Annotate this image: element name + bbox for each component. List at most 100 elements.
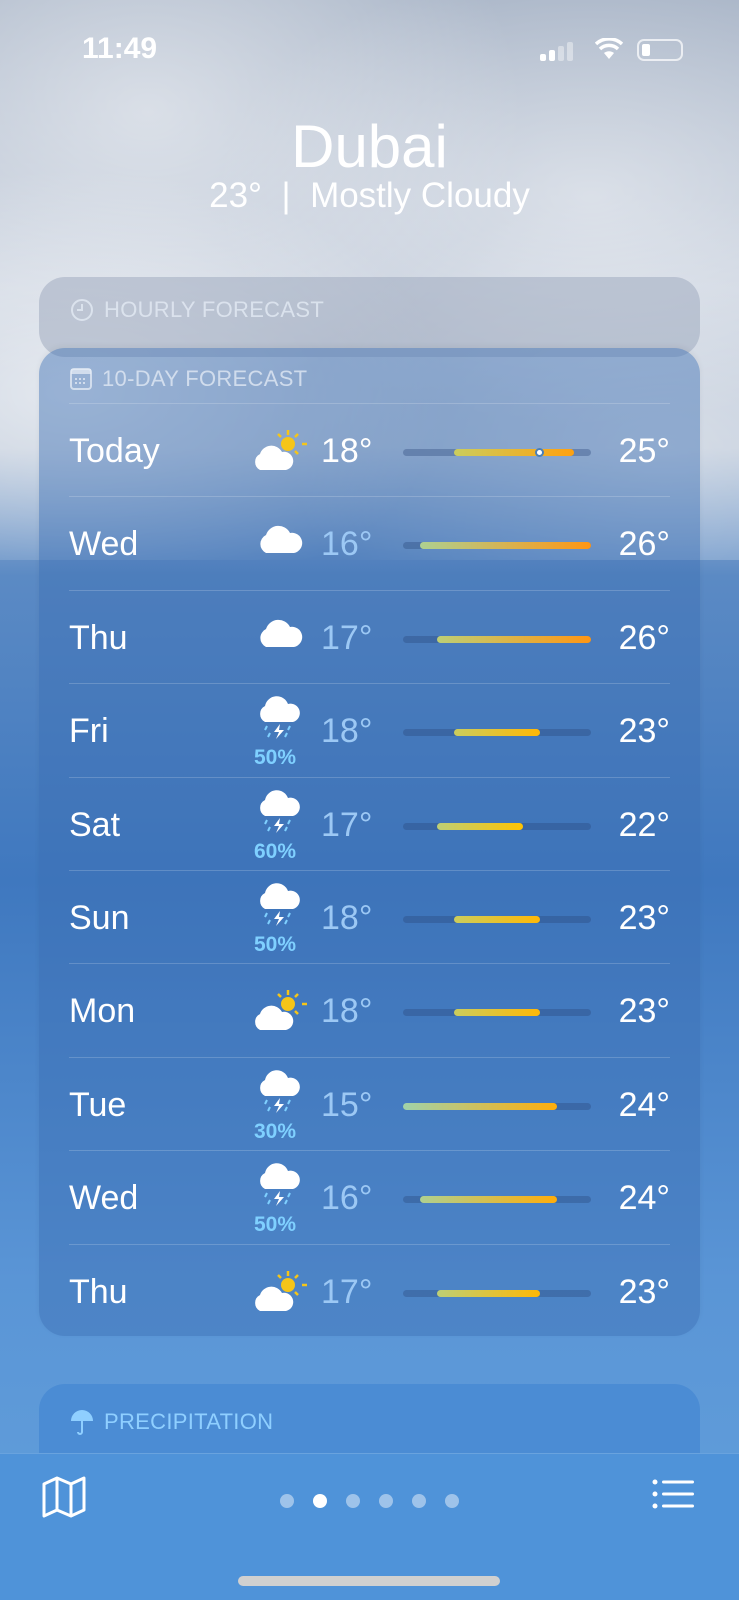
bottom-toolbar bbox=[0, 1453, 739, 1600]
ten-day-header: 10-DAY FORECAST bbox=[70, 366, 307, 392]
thunderstorm-icon bbox=[249, 696, 309, 746]
temp-range-bar bbox=[454, 1009, 540, 1017]
forecast-row[interactable]: Fri 50% 18° 23° bbox=[69, 683, 670, 778]
forecast-row[interactable]: Thu 17° 26° bbox=[69, 589, 670, 685]
cloud-icon bbox=[249, 521, 309, 571]
current-temp-dot bbox=[534, 448, 544, 457]
partly-sunny-icon bbox=[249, 988, 309, 1038]
low-temp: 18° bbox=[321, 899, 373, 937]
thunderstorm-icon bbox=[249, 883, 309, 933]
page-indicator[interactable] bbox=[280, 1494, 459, 1508]
current-temp: 23° bbox=[209, 176, 263, 215]
low-temp: 16° bbox=[321, 1179, 373, 1218]
day-label: Wed bbox=[69, 525, 139, 564]
high-temp: 23° bbox=[618, 1272, 670, 1311]
high-temp: 23° bbox=[618, 712, 670, 751]
separator: | bbox=[281, 176, 291, 215]
temp-range-track bbox=[403, 916, 591, 923]
forecast-row[interactable]: Wed 16° 26° bbox=[69, 496, 670, 591]
high-temp: 22° bbox=[618, 805, 670, 844]
temp-range-bar bbox=[454, 916, 540, 923]
list-icon[interactable] bbox=[652, 1479, 696, 1511]
low-temp: 18° bbox=[321, 432, 373, 470]
thunderstorm-icon bbox=[249, 789, 309, 840]
day-label: Wed bbox=[69, 1179, 139, 1218]
precip-chance: 60% bbox=[253, 839, 297, 863]
forecast-row[interactable]: Thu 17° 23° bbox=[69, 1243, 670, 1339]
battery-icon bbox=[637, 39, 683, 61]
forecast-row[interactable]: Mon 18° 23° bbox=[69, 963, 670, 1058]
ten-day-title: 10-DAY FORECAST bbox=[102, 366, 308, 391]
temp-range-bar bbox=[454, 449, 574, 456]
day-label: Mon bbox=[69, 992, 136, 1031]
page-dot[interactable] bbox=[445, 1494, 459, 1508]
precipitation-header: PRECIPITATION bbox=[70, 1408, 273, 1436]
low-temp: 17° bbox=[321, 1272, 373, 1311]
thunderstorm-icon bbox=[249, 1070, 309, 1120]
day-label: Today bbox=[69, 432, 160, 470]
day-label: Sun bbox=[69, 899, 130, 937]
day-label: Thu bbox=[69, 1272, 128, 1311]
high-temp: 24° bbox=[618, 1085, 670, 1124]
temp-range-track bbox=[403, 448, 591, 457]
low-temp: 16° bbox=[321, 525, 373, 564]
clock-icon bbox=[71, 299, 93, 321]
low-temp: 17° bbox=[321, 805, 373, 844]
map-icon[interactable] bbox=[42, 1476, 86, 1518]
day-label: Tue bbox=[69, 1085, 127, 1124]
temp-range-bar bbox=[403, 1102, 557, 1110]
low-temp: 17° bbox=[321, 618, 373, 657]
forecast-row[interactable]: Today 18° 25° bbox=[69, 403, 670, 498]
condition-text: Mostly Cloudy bbox=[310, 176, 530, 215]
high-temp: 23° bbox=[618, 992, 670, 1031]
day-label: Sat bbox=[69, 805, 121, 844]
city-name: Dubai bbox=[291, 113, 448, 180]
page-dot[interactable] bbox=[346, 1494, 360, 1508]
precipitation-title: PRECIPITATION bbox=[104, 1409, 274, 1434]
temp-range-bar bbox=[420, 1196, 557, 1204]
home-indicator[interactable] bbox=[238, 1576, 500, 1586]
temp-range-track bbox=[403, 729, 591, 737]
ten-day-forecast-card[interactable]: 10-DAY FORECAST Today 18° 25° Wed 16° 26°… bbox=[39, 348, 700, 1336]
precip-chance: 50% bbox=[253, 933, 297, 956]
forecast-row[interactable]: Sat 60% 17° 22° bbox=[69, 776, 670, 872]
temp-range-track bbox=[403, 1289, 591, 1297]
high-temp: 25° bbox=[618, 432, 670, 470]
umbrella-icon bbox=[71, 1410, 93, 1435]
thunderstorm-icon bbox=[249, 1163, 309, 1213]
high-temp: 23° bbox=[618, 899, 670, 937]
hourly-forecast-card[interactable]: HOURLY FORECAST bbox=[39, 277, 700, 357]
temp-range-bar bbox=[420, 542, 591, 550]
partly-sunny-icon bbox=[249, 428, 309, 478]
temp-range-bar bbox=[437, 822, 523, 830]
status-bar: 11:49 bbox=[0, 30, 739, 70]
page-dot[interactable] bbox=[280, 1494, 294, 1508]
precip-chance: 50% bbox=[253, 746, 297, 770]
high-temp: 26° bbox=[618, 618, 670, 657]
temp-range-track bbox=[403, 1009, 591, 1017]
day-label: Thu bbox=[69, 618, 128, 657]
temp-range-track bbox=[403, 635, 591, 643]
page-dot[interactable] bbox=[412, 1494, 426, 1508]
forecast-row[interactable]: Tue 30% 15° 24° bbox=[69, 1056, 670, 1152]
cellular-signal-icon bbox=[540, 42, 573, 61]
precip-chance: 30% bbox=[253, 1119, 297, 1143]
temp-range-bar bbox=[437, 635, 591, 643]
low-temp: 18° bbox=[321, 992, 373, 1031]
clock: 11:49 bbox=[82, 32, 158, 65]
partly-sunny-icon bbox=[249, 1269, 309, 1319]
page-dot[interactable] bbox=[379, 1494, 393, 1508]
low-temp: 15° bbox=[321, 1085, 373, 1124]
forecast-row[interactable]: Wed 50% 16° 24° bbox=[69, 1150, 670, 1245]
temp-range-bar bbox=[437, 1289, 540, 1297]
page-dot[interactable] bbox=[313, 1494, 327, 1508]
calendar-icon bbox=[70, 368, 92, 390]
cloud-icon bbox=[249, 615, 309, 665]
forecast-row[interactable]: Sun 50% 18° 23° bbox=[69, 870, 670, 965]
temp-range-bar bbox=[454, 729, 540, 737]
temp-range-track bbox=[403, 542, 591, 550]
high-temp: 26° bbox=[618, 525, 670, 564]
hourly-header: HOURLY FORECAST bbox=[70, 297, 324, 323]
temp-range-track bbox=[403, 1102, 591, 1110]
current-conditions: 23° | Mostly Cloudy bbox=[0, 176, 739, 216]
